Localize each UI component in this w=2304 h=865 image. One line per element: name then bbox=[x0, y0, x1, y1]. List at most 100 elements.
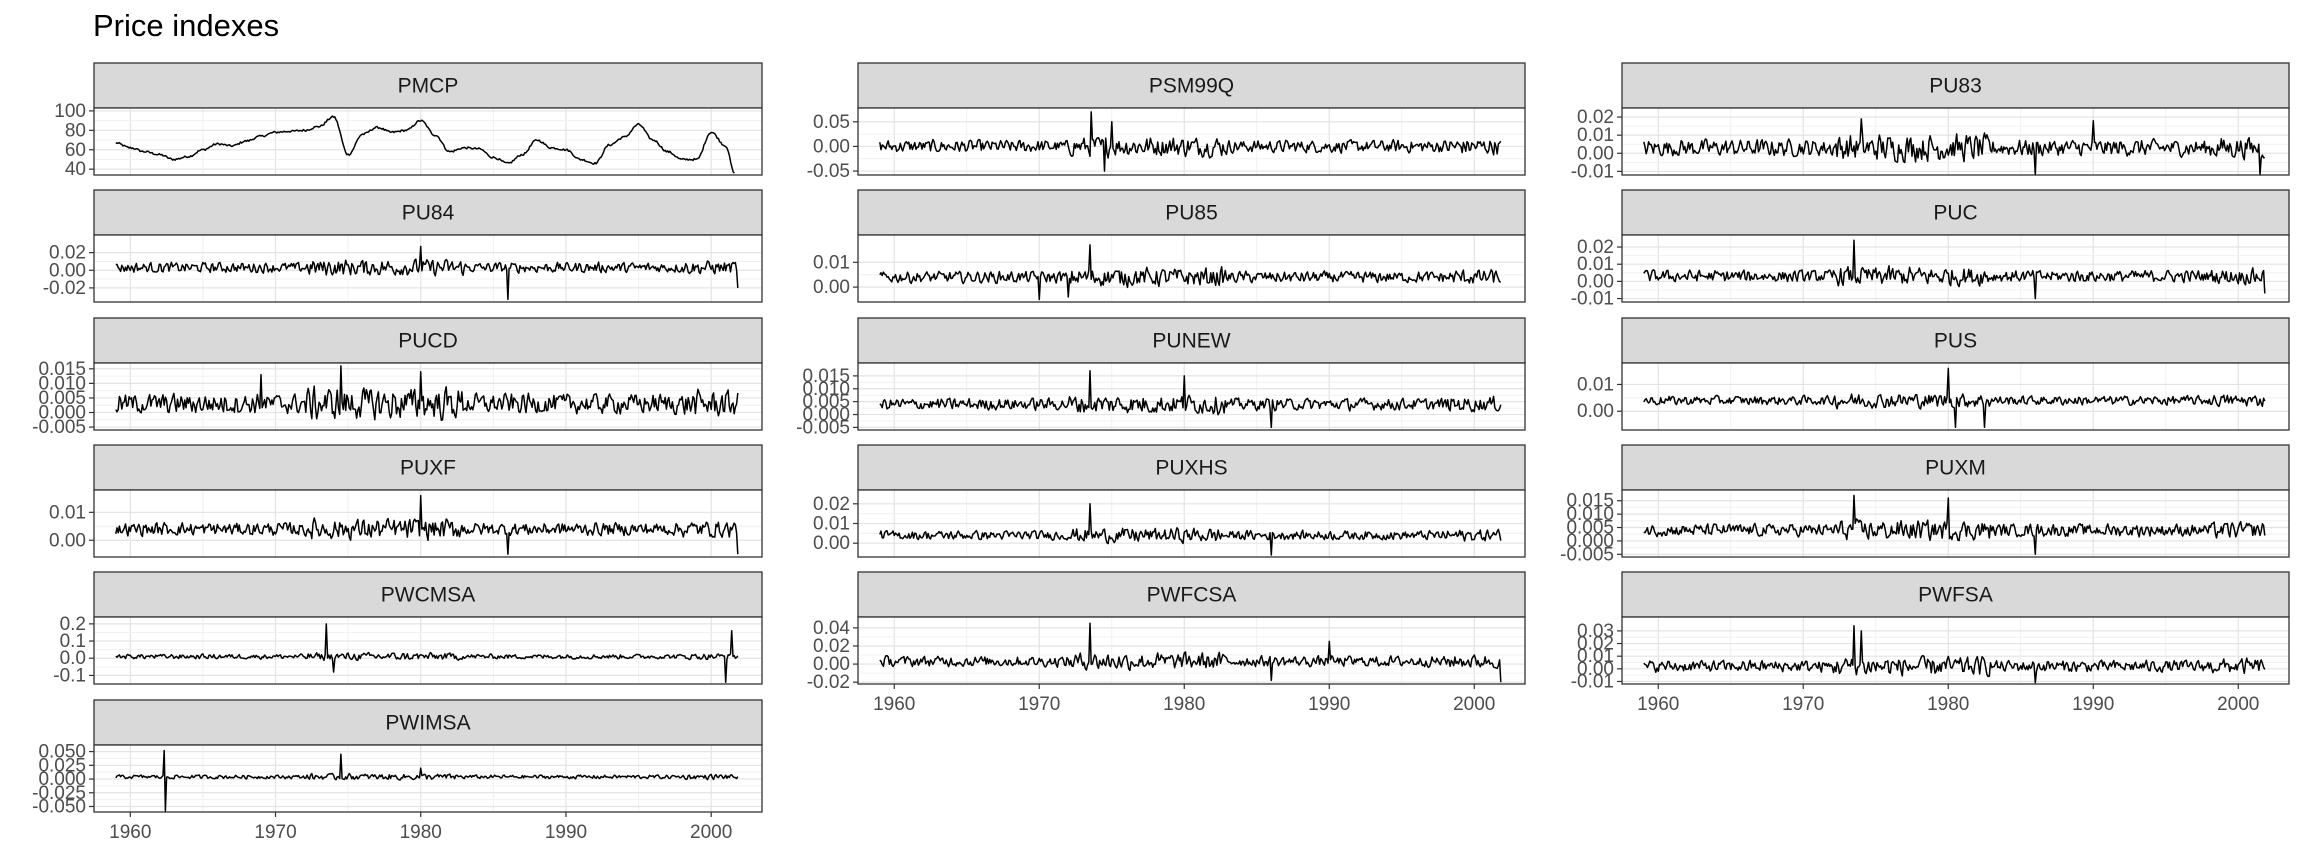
panel-bg bbox=[858, 363, 1525, 430]
grid bbox=[94, 745, 762, 812]
strip bbox=[857, 444, 1526, 491]
panel-border bbox=[857, 616, 1526, 685]
strip bbox=[1621, 571, 2290, 618]
panel-border bbox=[1621, 616, 2290, 685]
strip bbox=[857, 62, 1526, 109]
panel-bg bbox=[1622, 617, 2289, 684]
y-tick-label: 0.01 bbox=[813, 252, 850, 273]
strip bbox=[93, 189, 763, 236]
y-tick-label: 80 bbox=[65, 120, 86, 141]
x-tick-label: 1990 bbox=[2072, 694, 2114, 715]
y-tick-label: -0.02 bbox=[807, 672, 850, 693]
y-tick-label: -0.02 bbox=[43, 278, 86, 299]
y-tick-label: 0.00 bbox=[49, 530, 86, 551]
y-tick-label: 0.01 bbox=[1577, 374, 1614, 395]
panel-border bbox=[1621, 234, 2290, 303]
chart-title: Price indexes bbox=[93, 8, 280, 43]
panel-bg bbox=[94, 235, 762, 302]
y-tick-label: 0.015 bbox=[38, 359, 86, 380]
series-line bbox=[1643, 494, 2266, 556]
y-tick-label: 0.00 bbox=[1577, 659, 1614, 680]
strip bbox=[1621, 317, 2290, 364]
panel-pu83: PU83 -0.010.000.010.02 bbox=[1571, 62, 2290, 182]
panel-bg bbox=[1622, 490, 2289, 557]
y-tick-label: 0.05 bbox=[813, 112, 850, 133]
y-tick-label: 0.2 bbox=[60, 614, 86, 635]
strip bbox=[857, 317, 1526, 364]
panel-border bbox=[1621, 362, 2290, 431]
x-tick-label: 1990 bbox=[1308, 694, 1350, 715]
grid bbox=[858, 490, 1525, 557]
strip-label: PU85 bbox=[1165, 202, 1218, 225]
y-tick-label: -0.01 bbox=[1571, 161, 1614, 182]
panel-pu84: PU84 -0.020.000.02 bbox=[43, 189, 763, 303]
y-tick-label: 0.005 bbox=[802, 392, 850, 413]
x-tick-label: 1960 bbox=[1637, 694, 1679, 715]
series-line bbox=[115, 365, 739, 422]
panel-border bbox=[857, 234, 1526, 303]
strip-label: PU84 bbox=[402, 202, 455, 225]
panel-pwcmsa: PWCMSA -0.10.00.10.2 bbox=[53, 571, 763, 686]
strip-label: PWIMSA bbox=[385, 712, 470, 735]
y-tick-label: 60 bbox=[65, 140, 86, 161]
panel-puc: PUC -0.010.000.010.02 bbox=[1571, 189, 2290, 310]
series-line bbox=[115, 749, 739, 812]
strip bbox=[93, 317, 763, 364]
y-tick-label: 0.010 bbox=[38, 373, 86, 394]
y-tick-label: 0.02 bbox=[49, 243, 86, 264]
panel-border bbox=[93, 362, 763, 431]
y-tick-label: 0.01 bbox=[49, 502, 86, 523]
y-tick-label: 0.00 bbox=[1577, 401, 1614, 422]
series-line bbox=[115, 245, 739, 301]
strip-label: PUNEW bbox=[1152, 330, 1230, 353]
y-tick-label: 0.005 bbox=[38, 388, 86, 409]
panel-bg bbox=[94, 617, 762, 684]
x-tick-label: 2000 bbox=[690, 822, 732, 843]
series-line bbox=[115, 494, 739, 555]
y-tick-label: 0.025 bbox=[38, 755, 86, 776]
strip-label: PWCMSA bbox=[381, 584, 476, 607]
series-line bbox=[879, 369, 1502, 429]
series-line bbox=[879, 244, 1501, 301]
x-tick-label: 1990 bbox=[545, 822, 587, 843]
x-tick-label: 1970 bbox=[1018, 694, 1060, 715]
strip bbox=[1621, 62, 2290, 109]
y-tick-label: -0.05 bbox=[807, 161, 850, 182]
x-tick-label: 1980 bbox=[400, 822, 442, 843]
panel-border bbox=[1621, 107, 2290, 176]
grid bbox=[94, 490, 762, 557]
panel-bg bbox=[94, 108, 762, 175]
y-tick-label: -0.050 bbox=[32, 797, 86, 818]
x-tick-label: 2000 bbox=[2217, 694, 2259, 715]
y-tick-label: 0.005 bbox=[1566, 518, 1614, 539]
panel-border bbox=[93, 489, 763, 558]
strip-label: PUS bbox=[1934, 330, 1977, 353]
y-tick-label: -0.01 bbox=[1571, 289, 1614, 310]
panel-border bbox=[93, 616, 763, 685]
panel-bg bbox=[858, 235, 1525, 302]
panel-pu85: PU85 0.00 0.01 bbox=[813, 189, 1526, 303]
x-tick-label: 1960 bbox=[109, 822, 151, 843]
y-tick-label: 0.01 bbox=[1577, 125, 1614, 146]
x-tick-label: 1980 bbox=[1927, 694, 1969, 715]
y-tick-label: 0.000 bbox=[38, 769, 86, 790]
strip bbox=[93, 62, 763, 109]
y-tick-label: 0.02 bbox=[1577, 237, 1614, 258]
strip-label: PUC bbox=[1933, 202, 1977, 225]
strip bbox=[93, 444, 763, 491]
x-tick-label: 1970 bbox=[254, 822, 296, 843]
panel-pus: PUS 0.00 0.01 bbox=[1577, 317, 2290, 431]
strip-label: PMCP bbox=[398, 75, 459, 98]
y-tick-label: 0.00 bbox=[813, 654, 850, 675]
series-line bbox=[1643, 118, 2265, 176]
panel-border bbox=[857, 362, 1526, 431]
panel-border bbox=[93, 107, 763, 176]
y-tick-label: -0.005 bbox=[796, 417, 850, 438]
y-tick-label: -0.005 bbox=[1560, 544, 1614, 565]
y-tick-label: 0.03 bbox=[1577, 621, 1614, 642]
y-tick-label: 100 bbox=[54, 101, 86, 122]
